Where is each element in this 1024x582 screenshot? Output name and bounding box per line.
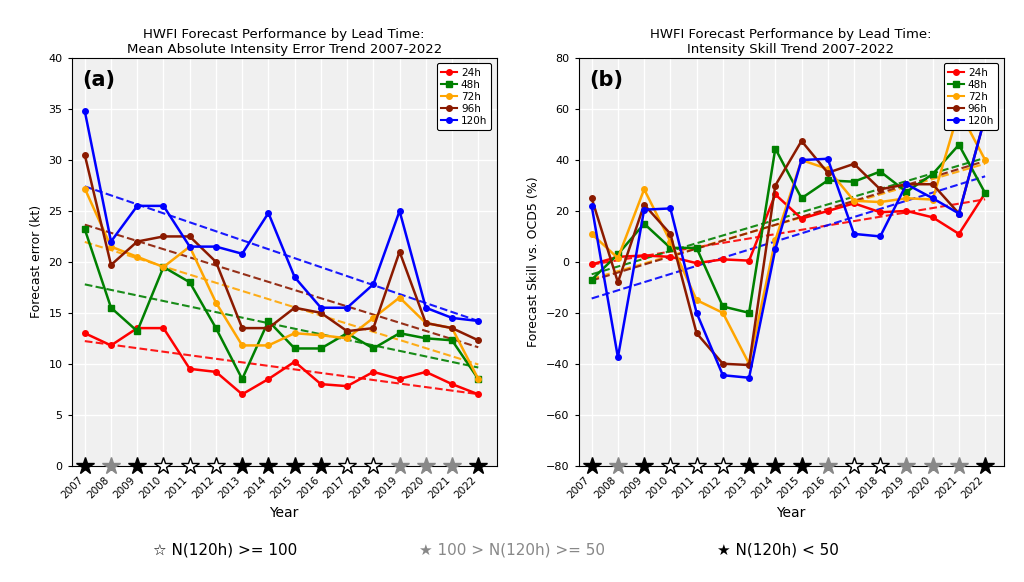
X-axis label: Year: Year <box>269 506 299 520</box>
Legend: 24h, 48h, 72h, 96h, 120h: 24h, 48h, 72h, 96h, 120h <box>944 63 998 130</box>
Title: HWFI Forecast Performance by Lead Time:
Mean Absolute Intensity Error Trend 2007: HWFI Forecast Performance by Lead Time: … <box>127 27 441 56</box>
Text: ★ N(120h) < 50: ★ N(120h) < 50 <box>717 542 840 558</box>
Text: (a): (a) <box>82 70 116 90</box>
X-axis label: Year: Year <box>776 506 806 520</box>
Y-axis label: Forecast error (kt): Forecast error (kt) <box>30 205 43 318</box>
Title: HWFI Forecast Performance by Lead Time:
Intensity Skill Trend 2007-2022: HWFI Forecast Performance by Lead Time: … <box>650 27 932 56</box>
Text: ★ 100 > N(120h) >= 50: ★ 100 > N(120h) >= 50 <box>419 542 605 558</box>
Text: (b): (b) <box>589 70 624 90</box>
Y-axis label: Forecast Skill vs. OCD5 (%): Forecast Skill vs. OCD5 (%) <box>527 176 541 347</box>
Text: ☆ N(120h) >= 100: ☆ N(120h) >= 100 <box>154 542 297 558</box>
Legend: 24h, 48h, 72h, 96h, 120h: 24h, 48h, 72h, 96h, 120h <box>437 63 492 130</box>
